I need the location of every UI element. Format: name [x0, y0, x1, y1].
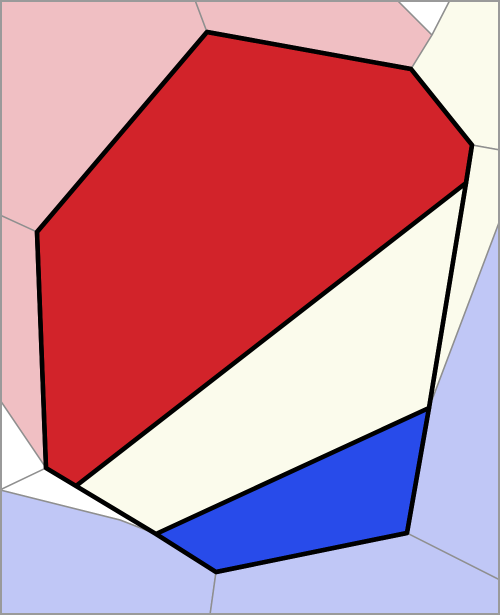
game-board — [0, 0, 500, 615]
board-canvas — [0, 0, 500, 615]
